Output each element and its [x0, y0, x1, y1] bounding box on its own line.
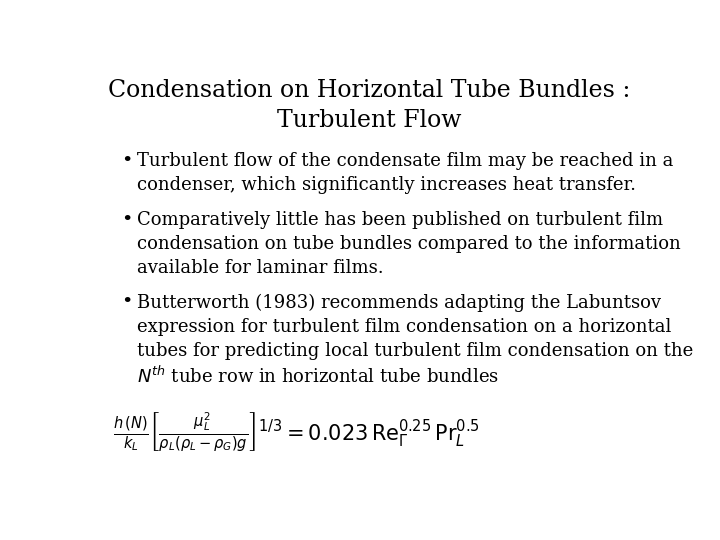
Text: •: • — [121, 294, 132, 312]
Text: condenser, which significantly increases heat transfer.: condenser, which significantly increases… — [138, 176, 636, 194]
Text: expression for turbulent film condensation on a horizontal: expression for turbulent film condensati… — [138, 318, 672, 335]
Text: $\frac{h\,(N)}{k_L}\left[\frac{\mu_L^2}{\rho_L(\rho_L - \rho_G)g}\right]^{1/3} =: $\frac{h\,(N)}{k_L}\left[\frac{\mu_L^2}{… — [113, 411, 480, 455]
Text: •: • — [121, 152, 132, 170]
Text: Condensation on Horizontal Tube Bundles :
Turbulent Flow: Condensation on Horizontal Tube Bundles … — [108, 79, 630, 132]
Text: •: • — [121, 211, 132, 229]
Text: Turbulent flow of the condensate film may be reached in a: Turbulent flow of the condensate film ma… — [138, 152, 674, 170]
Text: condensation on tube bundles compared to the information: condensation on tube bundles compared to… — [138, 235, 681, 253]
Text: $\mathit{N}^{th}$ tube row in horizontal tube bundles: $\mathit{N}^{th}$ tube row in horizontal… — [138, 366, 500, 387]
Text: available for laminar films.: available for laminar films. — [138, 259, 384, 277]
Text: Butterworth (1983) recommends adapting the Labuntsov: Butterworth (1983) recommends adapting t… — [138, 294, 662, 312]
Text: tubes for predicting local turbulent film condensation on the: tubes for predicting local turbulent fil… — [138, 342, 693, 360]
Text: Comparatively little has been published on turbulent film: Comparatively little has been published … — [138, 211, 664, 229]
